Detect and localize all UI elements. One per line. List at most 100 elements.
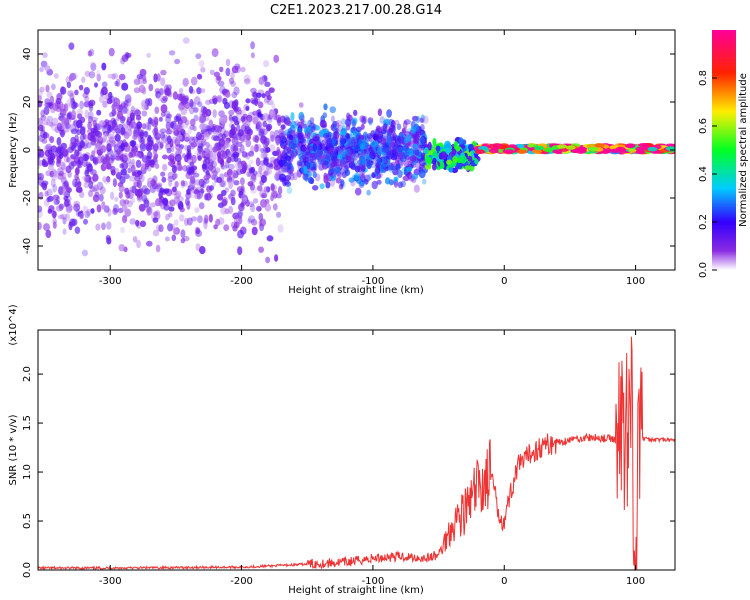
spectrogram-cell xyxy=(382,145,390,153)
snr-x-ticks: -300 -200 -100 0 100 xyxy=(99,330,645,587)
spectrogram-cell xyxy=(39,86,45,93)
spectrogram-cell xyxy=(231,136,239,146)
spectrogram-cell xyxy=(235,141,243,147)
spectrogram-cell xyxy=(258,130,265,138)
spectrogram-cell xyxy=(168,50,176,56)
spectrogram-cell xyxy=(341,160,348,169)
y-tick-label: 20 xyxy=(22,96,33,109)
spectrogram-cell xyxy=(98,120,106,126)
spectrogram-cell xyxy=(321,149,328,157)
spectrogram-cell xyxy=(93,184,99,192)
spectrogram-cell xyxy=(413,148,420,156)
spectrogram-cell xyxy=(195,186,202,194)
spectrogram-cell xyxy=(114,80,119,87)
spectrogram-cell xyxy=(161,176,167,183)
spectrogram-cell xyxy=(76,159,81,168)
spectrogram-cell xyxy=(220,180,227,188)
spectrogram-cell xyxy=(302,156,307,163)
spectrogram-cell xyxy=(82,92,89,99)
spectrogram-cell xyxy=(228,114,233,121)
spectrogram-cell xyxy=(280,149,287,158)
spectrogram-cell xyxy=(49,152,56,161)
spectrogram-cell xyxy=(146,52,151,58)
spectrogram-cell xyxy=(129,140,137,147)
spectrogram-cell xyxy=(180,108,187,116)
spectrogram-cell xyxy=(47,164,54,171)
spectrogram-cell xyxy=(78,84,84,91)
spectrogram-cell xyxy=(408,150,414,157)
spectrogram-cell xyxy=(201,163,207,169)
spectrogram-cell xyxy=(198,148,204,155)
spectrogram-cell xyxy=(446,159,453,165)
spectrogram-cell xyxy=(188,193,195,199)
spectrogram-cell xyxy=(155,244,161,253)
spectrogram-cell xyxy=(58,203,64,211)
spectrogram-cell xyxy=(290,112,295,121)
spectrogram-cell xyxy=(150,160,156,169)
snr-series-line xyxy=(37,336,675,572)
spectrogram-cell xyxy=(385,177,391,185)
spectrogram-cell xyxy=(313,136,320,142)
spectrogram-cell xyxy=(108,47,115,57)
spectrogram-cell xyxy=(403,119,411,125)
spectrogram-cell xyxy=(83,218,88,225)
spectrogram-cell xyxy=(275,115,282,123)
spectrogram-cell xyxy=(118,191,123,199)
spectrogram-cell xyxy=(119,129,126,136)
spectrogram-cell xyxy=(341,125,347,134)
spectrogram-cell xyxy=(386,109,392,118)
spectrogram-cell xyxy=(333,130,340,140)
y-tick-label: 1.5 xyxy=(22,415,33,431)
spectrogram-cell xyxy=(203,174,210,181)
y-tick-label: 0.5 xyxy=(22,513,33,529)
spectrogram-cell xyxy=(165,213,170,221)
spectrogram-cell xyxy=(240,184,245,194)
spectrogram-cell xyxy=(329,106,336,114)
spectrogram-cell xyxy=(344,144,351,150)
spectrogram-cell xyxy=(323,132,329,140)
spectrogram-cell xyxy=(58,203,65,210)
spectrogram-cell xyxy=(488,144,498,149)
spectrogram-cell xyxy=(354,172,360,181)
spectrogram-cell xyxy=(288,139,294,147)
spectrogram-cell xyxy=(406,134,412,142)
spectrogram-cell xyxy=(55,205,63,212)
spectrogram-cell xyxy=(48,156,54,165)
spectrogram-cell xyxy=(153,153,159,160)
spectrogram-cell xyxy=(173,196,180,205)
spectrogram-cell xyxy=(129,197,136,204)
spectrogram-cell xyxy=(83,182,89,189)
spectrogram-cell xyxy=(263,98,270,105)
spectrogram-cell xyxy=(219,66,224,73)
spectrogram-cell xyxy=(212,146,218,153)
spectrogram-cell xyxy=(195,243,201,252)
spectrogram-cell xyxy=(146,207,152,216)
spectrogram-cell xyxy=(90,208,95,214)
spectrogram-cell xyxy=(379,116,386,124)
spectrogram-cell xyxy=(102,124,107,134)
spectrogram-cell xyxy=(302,139,307,146)
spectrogram-cell xyxy=(403,159,409,168)
spectrogram-cell xyxy=(256,144,262,152)
spectrogram-cell xyxy=(84,210,90,219)
spectrogram-cell xyxy=(81,76,86,83)
spectrogram-cell xyxy=(364,152,369,158)
spectrogram-cell xyxy=(51,83,56,91)
spectrogram-cell xyxy=(45,118,51,126)
spectrogram-cell xyxy=(414,162,422,169)
spectrogram-cell xyxy=(439,161,445,170)
spectrogram-cell xyxy=(68,74,74,82)
spectrogram-cell xyxy=(139,173,145,183)
spectrogram-cell xyxy=(191,136,199,143)
spectrogram-cell xyxy=(240,160,247,167)
spectrogram-cell xyxy=(351,119,356,129)
spectrogram-cell xyxy=(474,149,485,154)
spectrogram-cell xyxy=(310,131,317,138)
snr-y-multiplier: (x10^4) xyxy=(8,304,19,345)
spectrogram-cell xyxy=(186,200,191,210)
spectrogram-cell xyxy=(274,254,279,262)
spectrogram-cell xyxy=(334,166,341,174)
spectrogram-cell xyxy=(250,97,256,104)
spectrogram-cell xyxy=(213,135,220,142)
